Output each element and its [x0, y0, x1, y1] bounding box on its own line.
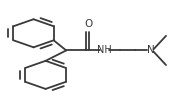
Text: N: N: [147, 45, 154, 55]
Text: NH: NH: [97, 45, 111, 55]
Text: O: O: [84, 19, 92, 29]
